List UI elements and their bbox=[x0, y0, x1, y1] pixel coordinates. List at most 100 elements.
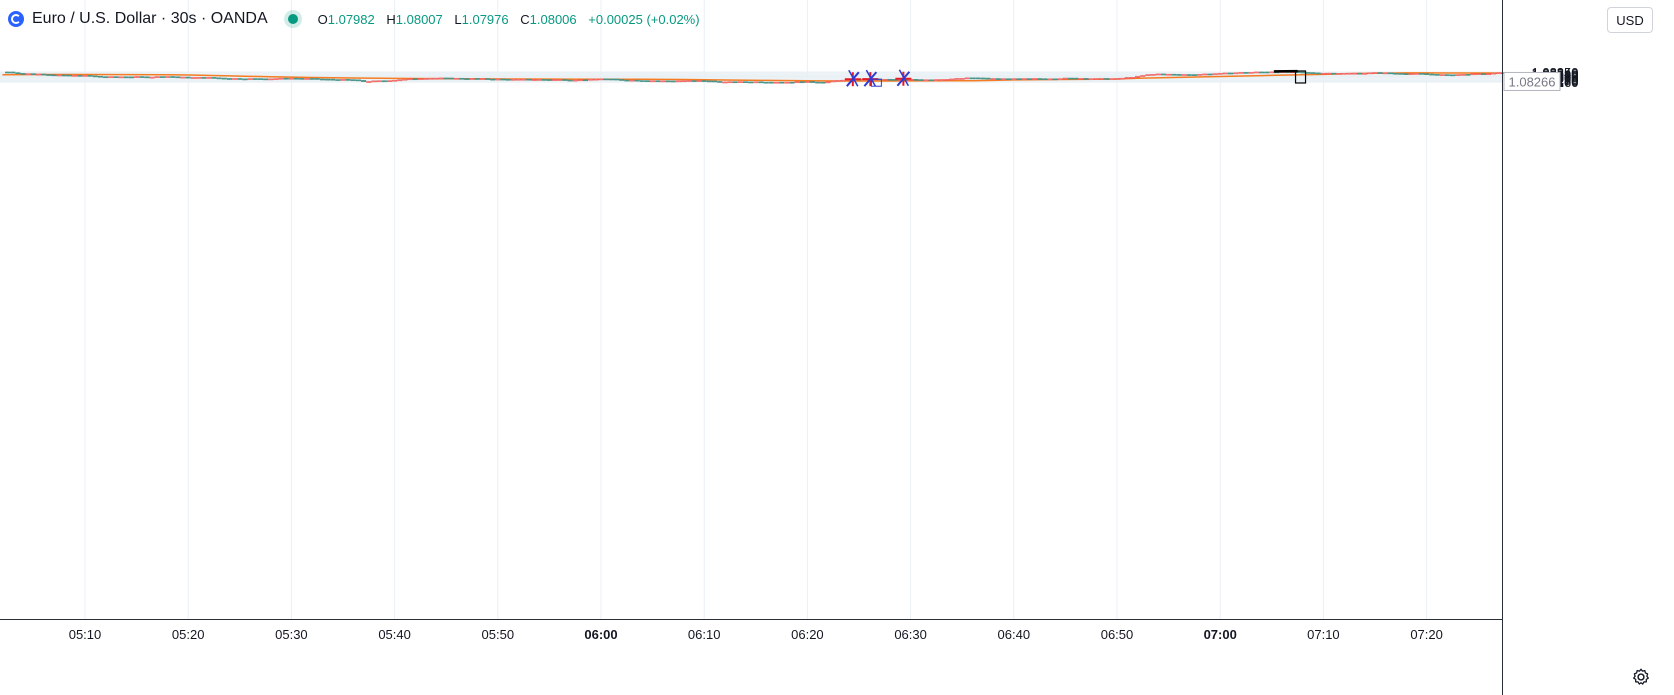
candle-body bbox=[964, 77, 970, 80]
candle-body bbox=[1197, 74, 1203, 76]
x-tick-label: 05:40 bbox=[378, 627, 411, 642]
annotation-box bbox=[870, 78, 882, 87]
candle-body bbox=[474, 78, 480, 80]
candle-body bbox=[546, 79, 552, 81]
candle-body bbox=[1088, 78, 1094, 81]
candle-body bbox=[479, 78, 485, 80]
candle-body bbox=[392, 79, 398, 82]
candle-body bbox=[190, 77, 196, 79]
candle-body bbox=[1346, 72, 1352, 75]
candle-body bbox=[154, 76, 160, 78]
candle-body bbox=[170, 76, 176, 78]
candle-body bbox=[650, 80, 656, 83]
open-value: 1.07982 bbox=[327, 11, 375, 27]
candle-body bbox=[773, 81, 779, 84]
star-marker-icon bbox=[844, 69, 861, 87]
candle-body bbox=[1418, 73, 1424, 75]
close-label: C bbox=[520, 11, 530, 27]
candle-body bbox=[448, 77, 454, 80]
candle-body bbox=[144, 76, 150, 79]
candle-body bbox=[1336, 73, 1342, 75]
candle-body bbox=[376, 80, 382, 83]
candle-body bbox=[402, 78, 408, 81]
candle-body bbox=[454, 77, 460, 80]
candle-body bbox=[206, 77, 212, 79]
candle-body bbox=[939, 79, 945, 81]
candle-body bbox=[1357, 72, 1363, 75]
candle-body bbox=[825, 81, 831, 84]
candle-body bbox=[629, 79, 635, 82]
candle-body bbox=[557, 79, 563, 81]
candle-body bbox=[1248, 71, 1254, 74]
candle-body bbox=[1367, 72, 1373, 75]
candle-body bbox=[732, 81, 738, 84]
candle-body bbox=[330, 78, 336, 81]
candlesticks bbox=[5, 71, 1507, 84]
chart-grid bbox=[0, 0, 1502, 619]
candle-body bbox=[1449, 74, 1455, 77]
candle-body bbox=[201, 77, 207, 79]
candle-body bbox=[1068, 77, 1074, 80]
candle-body bbox=[340, 79, 346, 81]
candle-body bbox=[82, 75, 88, 77]
candle-body bbox=[531, 79, 537, 81]
candle-body bbox=[1150, 74, 1156, 76]
currency-button[interactable]: USD bbox=[1607, 7, 1653, 33]
candle-body bbox=[1486, 73, 1492, 76]
candle-body bbox=[980, 77, 986, 80]
axes: 1.082601.082701.082801.082901.083001.083… bbox=[0, 0, 1579, 695]
candle-body bbox=[345, 79, 351, 81]
candle-body bbox=[1083, 78, 1089, 80]
candle-body bbox=[1119, 77, 1125, 80]
candle-body bbox=[41, 73, 47, 76]
candle-body bbox=[1434, 74, 1440, 76]
candle-body bbox=[1228, 72, 1234, 75]
candle-body bbox=[1331, 72, 1337, 75]
candle-body bbox=[335, 79, 341, 81]
candle-body bbox=[309, 78, 315, 80]
candle-body bbox=[469, 78, 475, 80]
candle-body bbox=[577, 79, 583, 82]
candle-body bbox=[1238, 72, 1244, 74]
candle-body bbox=[1269, 71, 1275, 74]
candle-body bbox=[1037, 78, 1043, 80]
candle-body bbox=[288, 77, 294, 80]
candle-body bbox=[944, 79, 950, 81]
x-tick-label: 05:20 bbox=[172, 627, 205, 642]
candle-body bbox=[443, 77, 449, 80]
candle-body bbox=[1258, 71, 1264, 74]
candle-body bbox=[1124, 77, 1130, 79]
candle-body bbox=[51, 74, 57, 77]
symbol-title[interactable]: Euro / U.S. Dollar · 30s · OANDA bbox=[32, 10, 268, 27]
candle-body bbox=[36, 73, 42, 76]
candle-body bbox=[407, 78, 413, 81]
candle-body bbox=[644, 80, 650, 82]
candle-body bbox=[15, 72, 21, 75]
candle-body bbox=[232, 78, 238, 80]
gear-icon[interactable] bbox=[1630, 666, 1652, 688]
candle-body bbox=[252, 78, 258, 80]
candle-body bbox=[221, 77, 227, 80]
marker-stroke bbox=[896, 71, 911, 87]
candle-body bbox=[784, 81, 790, 84]
candle-body bbox=[1413, 73, 1419, 75]
candle-body bbox=[1155, 73, 1161, 76]
candle-body bbox=[588, 78, 594, 81]
candle-body bbox=[412, 78, 418, 81]
open-label: O bbox=[317, 11, 328, 27]
candle-body bbox=[624, 79, 630, 82]
candle-body bbox=[134, 76, 140, 78]
candle-body bbox=[737, 81, 743, 83]
candle-body bbox=[1016, 78, 1022, 80]
candle-body bbox=[108, 76, 114, 78]
candle-body bbox=[515, 78, 521, 81]
candle-body bbox=[314, 78, 320, 80]
candle-body bbox=[681, 80, 687, 83]
candle-body bbox=[355, 79, 361, 82]
marker-stroke bbox=[848, 69, 859, 87]
candle-body bbox=[727, 81, 733, 84]
candle-body bbox=[417, 78, 423, 80]
candle-body bbox=[56, 74, 62, 77]
candle-body bbox=[598, 78, 604, 81]
